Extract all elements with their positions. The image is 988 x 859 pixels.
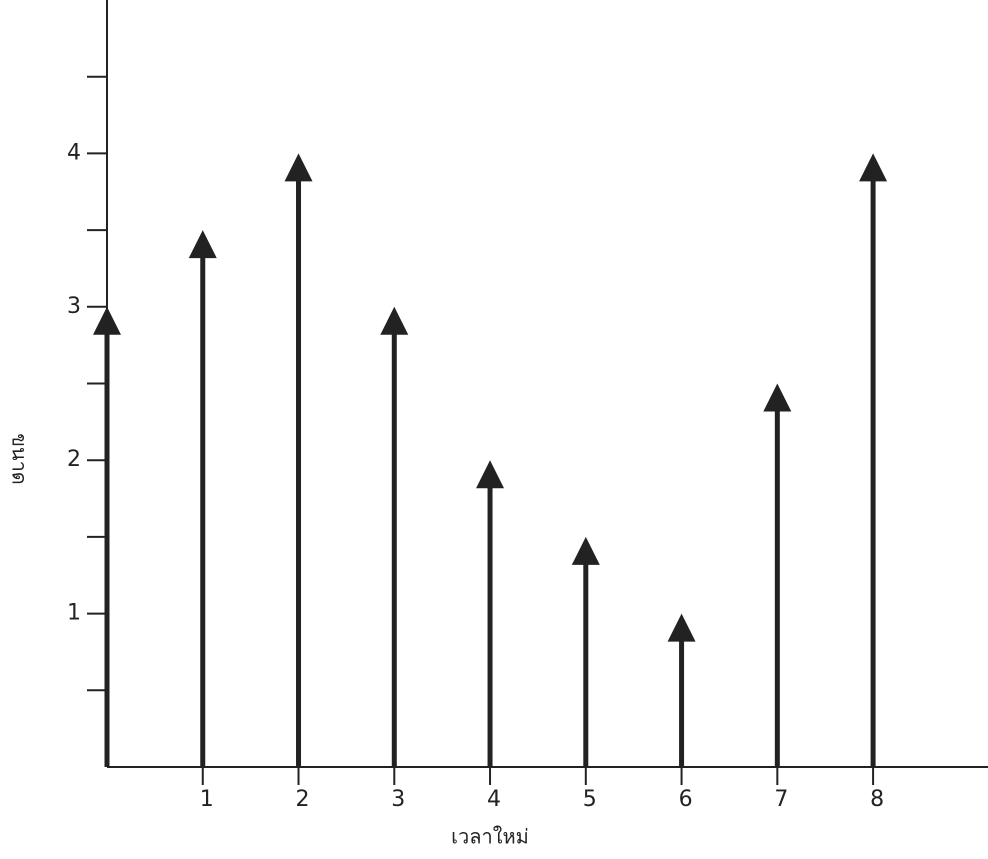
chart: เวลาใหม่ ขนาด 1 2 3 4 1 2 3 4 5 6 7 8 — [0, 0, 988, 855]
x-tick-label: 6 — [679, 787, 693, 812]
x-tick-label: 5 — [583, 787, 597, 812]
x-tick-label: 4 — [487, 787, 501, 812]
y-axis-title: ขนาด — [8, 433, 32, 485]
x-axis-title: เวลาใหม่ — [451, 825, 529, 849]
arrow-head — [93, 307, 121, 335]
arrow-head — [572, 537, 600, 565]
y-tick-label: 2 — [67, 447, 81, 472]
arrow-head — [668, 614, 696, 642]
y-tick-label: 1 — [67, 601, 81, 626]
x-tick-label: 2 — [296, 787, 310, 812]
arrow-head — [285, 153, 313, 181]
arrow-head — [476, 460, 504, 488]
arrow-head — [859, 153, 887, 181]
y-tick-label: 4 — [67, 140, 81, 165]
x-tick-label: 7 — [774, 787, 788, 812]
y-tick-label: 3 — [67, 294, 81, 319]
arrow-head — [380, 307, 408, 335]
arrow-head — [763, 384, 791, 412]
arrow-head — [189, 230, 217, 258]
x-tick-label: 8 — [870, 787, 884, 812]
x-tick-label: 1 — [200, 787, 214, 812]
x-tick-label: 3 — [391, 787, 405, 812]
